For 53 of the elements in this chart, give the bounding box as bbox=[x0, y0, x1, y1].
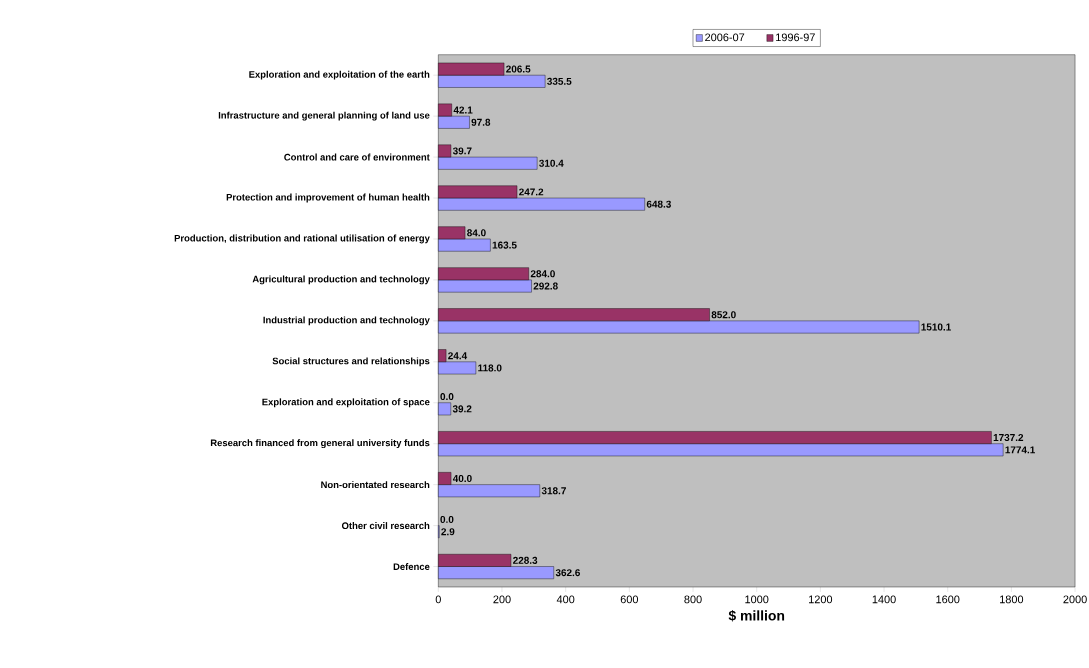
y-tick-label: Protection and improvement of human health bbox=[226, 193, 430, 203]
data-label: 284.0 bbox=[530, 270, 555, 278]
x-tick-label: 0 bbox=[435, 595, 441, 604]
x-axis-title: $ million bbox=[728, 610, 785, 622]
x-tick-label: 400 bbox=[556, 595, 575, 604]
y-tick-label: Other civil research bbox=[341, 522, 430, 530]
data-label: 84.0 bbox=[467, 229, 486, 237]
data-label: 24.4 bbox=[448, 352, 468, 360]
data-label: 247.2 bbox=[519, 188, 544, 196]
x-tick-label: 200 bbox=[493, 595, 511, 604]
x-tick-label: 1400 bbox=[872, 595, 896, 604]
data-label: 648.3 bbox=[646, 200, 671, 208]
data-label: 206.5 bbox=[506, 65, 531, 73]
data-label: 1510.1 bbox=[921, 323, 951, 331]
data-label: 362.6 bbox=[555, 569, 580, 577]
data-label: 1737.2 bbox=[993, 434, 1024, 442]
y-tick-label: Defence bbox=[393, 563, 430, 571]
data-label: 0.0 bbox=[440, 516, 454, 524]
data-label: 852.0 bbox=[711, 311, 736, 319]
y-tick-label: Non-orientated research bbox=[321, 481, 430, 489]
x-tick-label: 1800 bbox=[1000, 595, 1024, 604]
x-tick-label: 1600 bbox=[936, 595, 960, 604]
data-label: 163.5 bbox=[492, 241, 517, 249]
y-tick-label: Production, distribution and rational utilisation of energy bbox=[174, 234, 430, 244]
data-label: 318.7 bbox=[541, 487, 566, 495]
data-label: 39.7 bbox=[452, 147, 472, 155]
data-label: 228.3 bbox=[513, 557, 538, 565]
data-label: 2.9 bbox=[441, 528, 455, 536]
x-tick-label: 1000 bbox=[745, 595, 769, 604]
y-tick-label: Industrial production and technology bbox=[263, 316, 430, 326]
legend-label: 1996-97 bbox=[776, 33, 815, 42]
y-tick-label: Control and care of environment bbox=[284, 153, 430, 161]
data-label: 292.8 bbox=[533, 282, 558, 290]
x-tick-label: 2000 bbox=[1063, 595, 1087, 604]
data-label: 0.0 bbox=[440, 393, 454, 401]
data-label: 118.0 bbox=[478, 364, 502, 372]
x-tick-label: 1200 bbox=[809, 595, 833, 604]
data-label: 310.4 bbox=[539, 159, 564, 167]
y-tick-label: Agricultural production and technology bbox=[252, 275, 430, 285]
y-tick-label: Social structures and relationships bbox=[272, 357, 430, 367]
y-tick-label: Exploration and exploitation of the earth bbox=[249, 70, 430, 80]
x-tick-label: 600 bbox=[620, 595, 639, 604]
legend-label: 2006-07 bbox=[705, 33, 745, 42]
y-tick-label: Infrastructure and general planning of land use bbox=[218, 111, 430, 121]
data-label: 40.0 bbox=[452, 475, 472, 483]
data-label: 335.5 bbox=[547, 78, 572, 86]
y-tick-label: Research financed from general university funds bbox=[210, 439, 430, 449]
data-label: 42.1 bbox=[453, 106, 473, 114]
data-label: 97.8 bbox=[471, 118, 491, 126]
y-tick-label: Exploration and exploitation of space bbox=[262, 398, 430, 408]
data-label: 1774.1 bbox=[1005, 446, 1035, 454]
x-tick-label: 800 bbox=[684, 595, 702, 604]
data-label: 39.2 bbox=[452, 405, 472, 413]
